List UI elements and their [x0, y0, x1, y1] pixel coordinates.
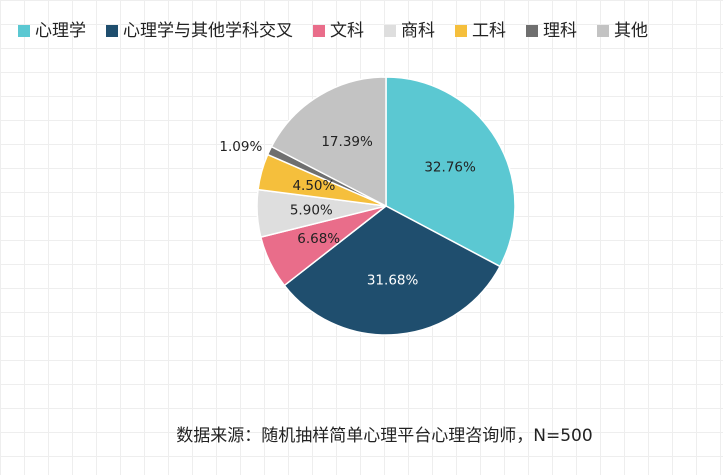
legend-item: 商科: [384, 20, 435, 42]
legend-item: 其他: [597, 20, 648, 42]
legend-item: 理科: [526, 20, 577, 42]
legend-label: 心理学与其他学科交叉: [123, 21, 293, 41]
legend-label: 商科: [401, 21, 435, 41]
slice-value-label: 1.09%: [219, 139, 262, 155]
legend-item: 心理学: [18, 20, 86, 42]
legend-swatch: [384, 25, 396, 37]
legend-item: 文科: [313, 20, 364, 42]
source-note: 数据来源：随机抽样简单心理平台心理咨询师，N=500: [176, 426, 593, 446]
slice-value-label: 5.90%: [290, 202, 333, 218]
legend-swatch: [526, 25, 538, 37]
pie-slice: [385, 76, 516, 268]
legend-swatch: [313, 25, 325, 37]
legend-label: 工科: [472, 21, 506, 41]
legend-item: 心理学与其他学科交叉: [106, 20, 293, 42]
slice-value-label: 32.76%: [424, 159, 476, 175]
legend-label: 其他: [614, 21, 648, 41]
legend-item: 工科: [455, 20, 506, 42]
legend-label: 理科: [543, 21, 577, 41]
pie-slice: [283, 205, 501, 336]
slice-value-label: 17.39%: [321, 134, 373, 150]
legend-label: 文科: [330, 21, 364, 41]
slice-value-label: 31.68%: [367, 273, 419, 289]
legend-label: 心理学: [35, 21, 86, 41]
legend-swatch: [106, 25, 118, 37]
chart-legend: 心理学 心理学与其他学科交叉 文科 商科 工科 理科 其他: [18, 20, 715, 42]
legend-swatch: [18, 25, 30, 37]
slice-value-label: 4.50%: [292, 178, 335, 194]
legend-swatch: [455, 25, 467, 37]
legend-swatch: [597, 25, 609, 37]
slice-value-label: 6.68%: [297, 231, 340, 247]
pie-slice: [270, 76, 387, 207]
